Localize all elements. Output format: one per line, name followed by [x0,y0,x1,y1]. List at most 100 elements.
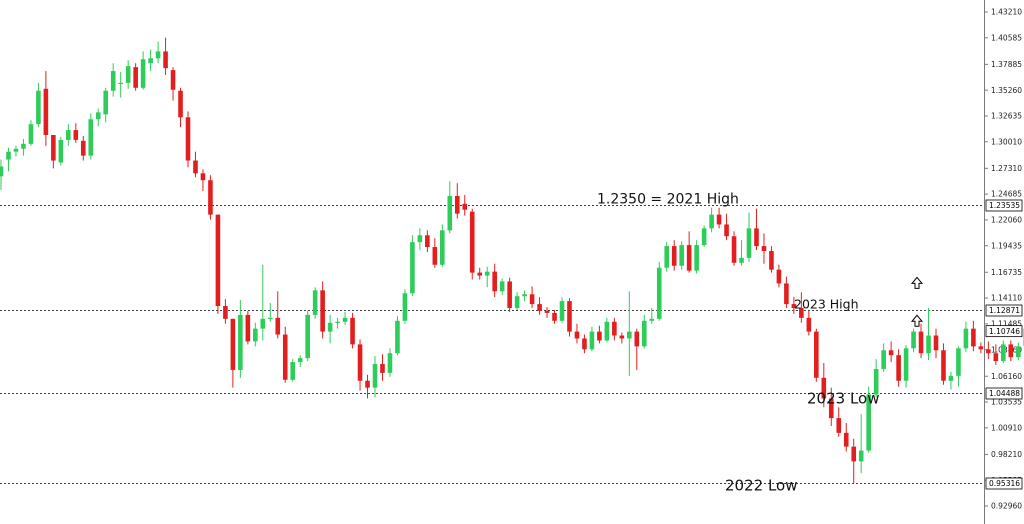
bullish-candle [627,331,632,339]
bullish-candle [926,335,931,354]
bullish-candle [417,235,423,243]
bullish-candle [305,314,310,359]
bearish-candle [477,272,483,276]
bearish-candle [163,51,168,69]
bearish-candle [986,349,991,354]
bearish-candle [1008,344,1014,358]
bullish-candle [260,318,266,329]
bullish-candle [866,394,871,451]
bearish-candle [918,331,924,354]
y-tick-label: 1.03535 [991,398,1022,407]
bullish-candle [103,90,109,115]
y-tick-label: 0.92960 [991,502,1022,511]
bullish-candle [641,320,647,347]
bullish-candle [903,348,909,381]
bearish-candle [933,335,939,351]
bullish-candle [387,353,393,373]
bearish-candle [769,250,774,270]
bearish-candle [454,195,460,214]
bullish-candle [402,293,408,321]
bearish-candle [888,350,894,356]
price-axis: 1.43210 1.40585 1.37885 1.35260 1.32635 1.300… [984,0,1022,524]
y-tick-label: 1.43210 [991,8,1022,17]
y-tick-label: 1.08860 [991,345,1022,354]
bearish-candle [724,224,729,237]
bullish-candle [881,350,886,369]
bearish-candle [275,317,281,335]
bullish-candle [290,362,296,380]
bullish-candle [140,59,146,88]
bearish-candle [133,67,138,88]
bullish-candle [701,228,707,246]
annotation-2023-low: 2023 Low [807,389,879,407]
bearish-candle [716,214,722,225]
level-label: 1.04488 [989,389,1020,398]
bullish-candle [21,143,26,149]
bearish-candle [432,247,438,265]
up-arrow-upper-icon [910,276,924,289]
bearish-candle [843,432,849,447]
bearish-candle [51,134,56,161]
bearish-candle [567,301,572,332]
bullish-candle [88,119,94,156]
horizontal-levels [0,205,984,484]
current-price-box [985,325,1023,338]
y-tick-label: 1.11485 [991,319,1022,328]
bullish-candle [1001,344,1006,362]
current-price-label: 1.10746 [989,327,1020,336]
bearish-candle [612,321,617,336]
bearish-candle [193,160,198,174]
bullish-candle [604,321,610,341]
bearish-candle [619,335,625,339]
bullish-candle [312,290,318,315]
bullish-candle [664,246,670,268]
bullish-candle [746,228,752,258]
bullish-candle [694,245,699,271]
bullish-candle [118,82,123,85]
bearish-candle [380,364,385,373]
level-label-box [985,477,1023,490]
bullish-candle [297,358,303,363]
bullish-candle [522,294,527,297]
bullish-candle [709,214,714,229]
bullish-candle [1015,346,1021,358]
annotation-2023-high: 2023 High [794,297,859,312]
y-tick-label: 1.32635 [991,112,1022,121]
bullish-candle [58,139,64,163]
bearish-candle [492,271,497,292]
bearish-candle [43,88,49,135]
bearish-candle [814,331,819,378]
bearish-candle [791,304,797,309]
bullish-candle [6,151,11,160]
bearish-candle [544,310,550,313]
bullish-candle [649,318,655,321]
bearish-candle [828,398,834,419]
bearish-candle [851,446,857,462]
bearish-candle [634,331,640,347]
bearish-candle [200,173,206,181]
bearish-candle [574,331,580,339]
bearish-candle [425,235,430,248]
bearish-candle [784,283,789,305]
bullish-candle [447,195,453,231]
bearish-candle [799,308,804,318]
bearish-candle [993,353,999,362]
level-label-box [985,199,1023,212]
bullish-candle [656,267,662,319]
bearish-candle [582,338,587,350]
bullish-candle [125,66,131,83]
bearish-candle [836,418,842,433]
y-tick-label: 1.19435 [991,241,1022,250]
bearish-candle [971,328,976,347]
bullish-candle [95,112,101,120]
bearish-candle [754,228,759,247]
bullish-candle [395,320,400,354]
bearish-candle [245,314,251,342]
bullish-candle [253,328,258,342]
bearish-candle [178,90,183,118]
bullish-candle [13,148,19,152]
bullish-candle [36,90,41,125]
annotation-2021-high: 1.2350 = 2021 High [597,191,739,207]
bearish-candle [469,211,475,273]
bearish-candle [529,294,535,305]
